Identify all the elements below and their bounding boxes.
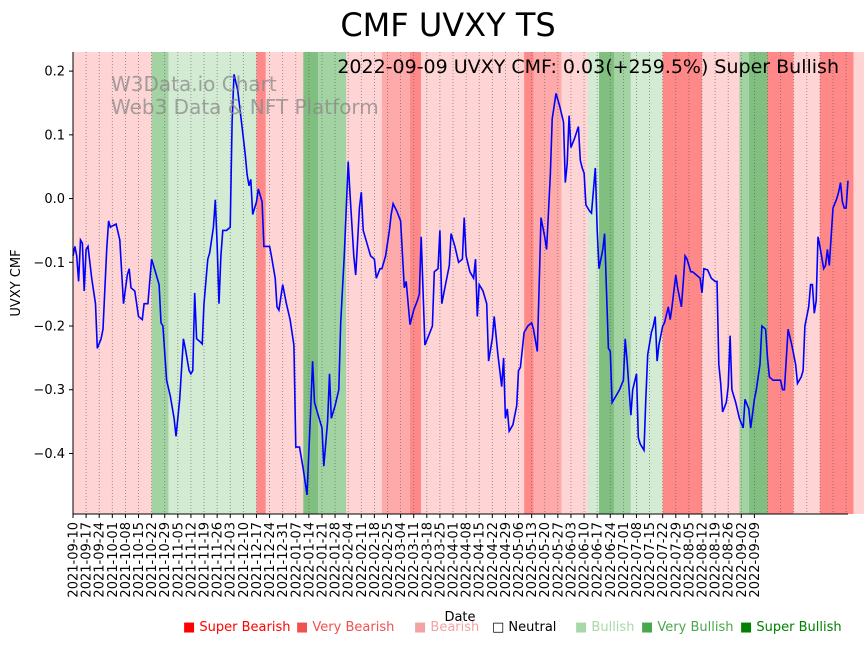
legend-super-bullish: ■ Super Bullish — [740, 620, 842, 635]
x-tick-label-46: 2022-07-29 — [669, 522, 684, 598]
x-tick-label-34: 2022-05-06 — [512, 522, 527, 598]
x-tick-label-32: 2022-04-22 — [486, 522, 501, 598]
regime-band-25 — [853, 52, 864, 514]
x-tick-label-14: 2021-12-17 — [250, 522, 265, 598]
regime-band-10 — [421, 52, 525, 514]
vertical-gridlines — [72, 52, 847, 514]
regime-band-12 — [533, 52, 562, 514]
regime-band-24 — [819, 52, 854, 514]
x-tick-label-33: 2022-04-29 — [499, 522, 514, 598]
x-tick-label-19: 2022-01-21 — [315, 522, 330, 598]
x-tick-label-1: 2021-09-17 — [80, 522, 95, 598]
x-tick-label-20: 2022-01-28 — [329, 522, 344, 598]
x-tick-label-29: 2022-04-01 — [447, 522, 462, 598]
chart-annotation: 2022-09-09 UVXY CMF: 0.03(+259.5%) Super… — [337, 56, 839, 78]
y-tick-label-5: −0.3 — [33, 383, 65, 398]
regime-band-16 — [614, 52, 631, 514]
x-tick-label-26: 2022-03-11 — [407, 522, 422, 598]
regime-band-18 — [662, 52, 702, 514]
x-axis-label: Date — [444, 610, 475, 625]
regime-band-1 — [151, 52, 169, 514]
regime-band-5 — [303, 52, 319, 514]
legend-bullish: ■ Bullish — [575, 620, 635, 635]
x-tick-label-4: 2021-10-08 — [119, 522, 134, 598]
y-ticks: 0.2 0.1 0.0 −0.1 −0.2 −0.3 −0.4 — [33, 65, 73, 462]
x-tick-label-8: 2021-11-05 — [171, 522, 186, 598]
axes — [72, 52, 848, 515]
x-tick-label-37: 2022-05-27 — [551, 522, 566, 598]
regime-band-14 — [587, 52, 600, 514]
y-tick-label-3: −0.1 — [33, 256, 65, 271]
x-tick-label-10: 2021-11-19 — [198, 522, 213, 598]
y-tick-label-2: 0.0 — [44, 192, 65, 207]
x-tick-label-36: 2022-05-20 — [538, 522, 553, 598]
regime-band-13 — [561, 52, 588, 514]
x-tick-label-44: 2022-07-15 — [643, 522, 658, 598]
x-tick-label-27: 2022-03-18 — [420, 522, 435, 598]
x-tick-label-18: 2022-01-14 — [302, 522, 317, 598]
regime-band-20 — [739, 52, 749, 514]
regime-band-3 — [256, 52, 266, 514]
regime-band-4 — [265, 52, 304, 514]
y-tick-label-0: 0.2 — [44, 65, 65, 80]
x-tick-label-21: 2022-02-04 — [342, 522, 357, 598]
x-tick-label-23: 2022-02-18 — [368, 522, 383, 598]
x-tick-label-12: 2021-12-03 — [224, 522, 239, 598]
regime-band-7 — [346, 52, 382, 514]
legend-bearish: ■ Bearish — [414, 620, 480, 635]
x-tick-label-42: 2022-07-01 — [617, 522, 632, 598]
x-tick-label-49: 2022-08-19 — [709, 522, 724, 598]
regime-band-17 — [630, 52, 663, 514]
x-tick-label-35: 2022-05-13 — [525, 522, 540, 598]
cmf-line — [72, 74, 849, 496]
x-tick-label-7: 2021-10-29 — [158, 522, 173, 598]
x-tick-label-41: 2022-06-24 — [604, 522, 619, 598]
legend-very-bullish: ■ Very Bullish — [641, 620, 734, 635]
legend-very-bearish: ■ Very Bearish — [296, 620, 395, 635]
y-axis-label: UVXY CMF — [9, 249, 24, 316]
regime-band-11 — [524, 52, 534, 514]
x-tick-label-28: 2022-03-25 — [433, 522, 448, 598]
x-tick-label-40: 2022-06-17 — [591, 522, 606, 598]
x-tick-label-30: 2022-04-08 — [460, 522, 475, 598]
x-tick-label-50: 2022-08-26 — [722, 522, 737, 598]
x-tick-label-5: 2021-10-15 — [132, 522, 147, 598]
x-tick-label-22: 2022-02-11 — [355, 522, 370, 598]
x-tick-label-2: 2021-09-24 — [93, 522, 108, 598]
y-tick-label-1: 0.1 — [44, 128, 65, 143]
legend-neutral: □ Neutral — [492, 620, 557, 635]
y-tick-label-4: −0.2 — [33, 320, 65, 335]
x-tick-label-45: 2022-07-22 — [656, 522, 671, 598]
x-tick-label-16: 2021-12-31 — [276, 522, 291, 598]
legend-super-bearish: ■ Super Bearish — [183, 620, 291, 635]
x-tick-label-15: 2021-12-24 — [263, 522, 278, 598]
x-tick-label-3: 2021-10-01 — [106, 522, 121, 598]
x-ticks: 2021-09-102021-09-172021-09-242021-10-01… — [67, 514, 763, 598]
regime-bands — [73, 52, 864, 514]
chart-title: CMF UVXY TS — [340, 6, 555, 44]
x-tick-label-17: 2022-01-07 — [289, 522, 304, 598]
x-tick-label-13: 2021-12-10 — [237, 522, 252, 598]
x-tick-label-48: 2022-08-12 — [695, 522, 710, 598]
x-tick-label-51: 2022-09-02 — [735, 522, 750, 598]
regime-band-19 — [701, 52, 740, 514]
x-tick-label-11: 2021-11-26 — [211, 522, 226, 598]
y-tick-label-6: −0.4 — [33, 447, 65, 462]
x-tick-label-38: 2022-06-03 — [564, 522, 579, 598]
x-tick-label-52: 2022-09-09 — [748, 522, 763, 598]
x-tick-label-0: 2021-09-10 — [67, 522, 82, 598]
watermark-line2: Web3 Data & NFT Platform — [111, 95, 379, 119]
regime-band-21 — [748, 52, 768, 514]
x-tick-label-31: 2022-04-15 — [473, 522, 488, 598]
regime-band-9 — [409, 52, 422, 514]
x-tick-label-24: 2022-02-25 — [381, 522, 396, 598]
x-tick-label-43: 2022-07-08 — [630, 522, 645, 598]
x-tick-label-47: 2022-08-05 — [682, 522, 697, 598]
x-tick-label-25: 2022-03-04 — [394, 522, 409, 598]
x-tick-label-39: 2022-06-10 — [578, 522, 593, 598]
watermark-line1: W3Data.io Chart — [111, 72, 277, 96]
x-tick-label-9: 2021-11-12 — [184, 522, 199, 598]
x-tick-label-6: 2021-10-22 — [145, 522, 160, 598]
